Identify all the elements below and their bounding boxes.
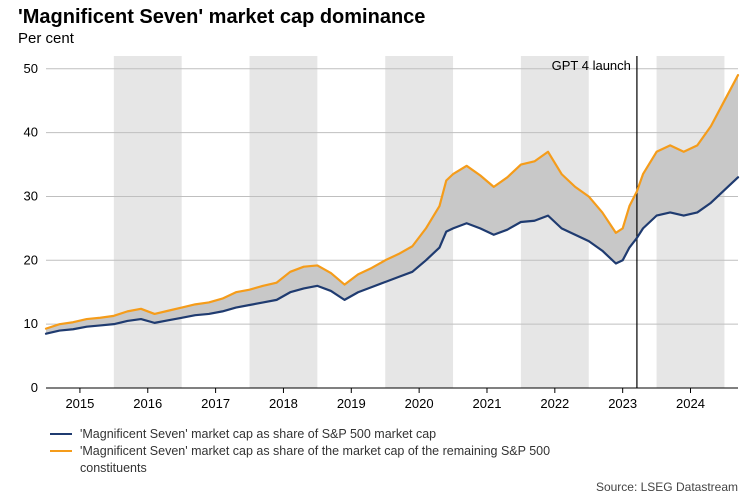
- svg-text:2022: 2022: [540, 396, 569, 411]
- svg-text:50: 50: [24, 61, 38, 76]
- svg-text:20: 20: [24, 252, 38, 267]
- chart-plot-area: 0 10 20 30 40 50 2015 2016 2017 2018 2019 2020 2021 2…: [0, 50, 750, 420]
- chart-container: 'Magnificent Seven' market cap dominance…: [0, 0, 750, 500]
- svg-text:30: 30: [24, 188, 38, 203]
- legend: 'Magnificent Seven' market cap as share …: [50, 426, 600, 477]
- svg-text:2016: 2016: [133, 396, 162, 411]
- legend-label-1: 'Magnificent Seven' market cap as share …: [80, 426, 436, 443]
- legend-item-1: 'Magnificent Seven' market cap as share …: [50, 426, 600, 443]
- svg-text:10: 10: [24, 316, 38, 331]
- legend-item-2: 'Magnificent Seven' market cap as share …: [50, 443, 600, 477]
- svg-text:2019: 2019: [337, 396, 366, 411]
- svg-text:2017: 2017: [201, 396, 230, 411]
- chart-svg: 0 10 20 30 40 50 2015 2016 2017 2018 2019 2020 2021 2…: [0, 50, 750, 420]
- chart-title: 'Magnificent Seven' market cap dominance: [18, 6, 425, 29]
- legend-swatch-2: [50, 450, 72, 452]
- chart-subtitle: Per cent: [18, 30, 74, 47]
- svg-text:2024: 2024: [676, 396, 705, 411]
- svg-text:40: 40: [24, 125, 38, 140]
- svg-text:0: 0: [31, 380, 38, 395]
- svg-text:2018: 2018: [269, 396, 298, 411]
- svg-text:2020: 2020: [405, 396, 434, 411]
- svg-text:2023: 2023: [608, 396, 637, 411]
- legend-label-2: 'Magnificent Seven' market cap as share …: [80, 443, 600, 477]
- svg-text:2015: 2015: [65, 396, 94, 411]
- legend-swatch-1: [50, 433, 72, 435]
- svg-text:2021: 2021: [473, 396, 502, 411]
- source-attribution: Source: LSEG Datastream: [596, 480, 738, 494]
- svg-text:GPT 4 launch: GPT 4 launch: [552, 58, 631, 73]
